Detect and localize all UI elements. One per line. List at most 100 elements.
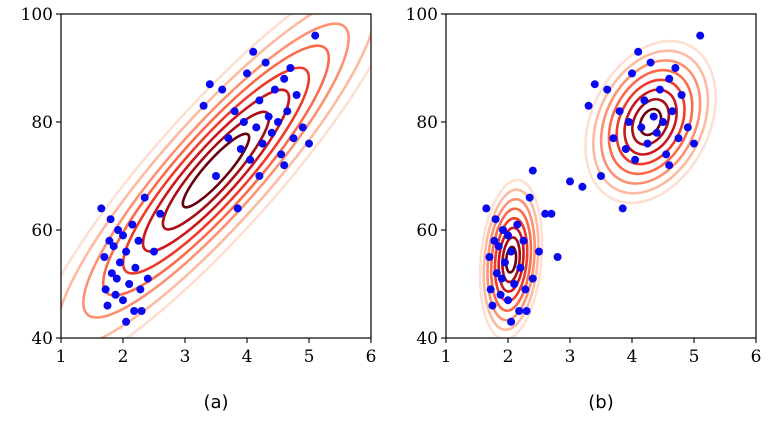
data-point [107, 269, 116, 278]
x-tick-label: 1 [441, 347, 452, 367]
data-point [261, 58, 270, 67]
y-tick-label: 60 [416, 221, 438, 241]
y-tick-label: 100 [21, 5, 53, 25]
data-point [274, 118, 282, 126]
x-tick-label: 6 [366, 347, 377, 367]
data-point [115, 258, 124, 267]
data-point [535, 247, 543, 256]
y-tick-label: 100 [406, 5, 438, 25]
data-point [150, 247, 158, 256]
data-point [111, 290, 120, 299]
data-point [541, 209, 550, 218]
data-point [131, 263, 140, 272]
contour-level-8 [61, 14, 371, 338]
data-point [519, 236, 528, 245]
data-point [205, 80, 214, 89]
data-point [497, 274, 506, 283]
y-tick-label: 80 [31, 113, 53, 133]
data-point [105, 236, 114, 245]
data-point [212, 172, 220, 180]
panel-caption: (a) [203, 392, 228, 413]
data-point [136, 285, 145, 294]
contour-level-5 [607, 68, 694, 176]
contour-level-7 [482, 188, 540, 332]
data-point [277, 150, 286, 159]
data-point [286, 64, 295, 72]
data-point [671, 64, 680, 72]
data-point [101, 285, 110, 294]
data-point [640, 96, 649, 105]
data-point [547, 209, 556, 218]
contour-level-6 [82, 22, 350, 319]
data-point [525, 193, 534, 202]
contour-level-1 [181, 132, 251, 209]
contour-level-7 [592, 49, 710, 195]
data-point [624, 118, 633, 126]
data-point [125, 280, 134, 288]
data-point [140, 193, 149, 202]
data-point [143, 274, 152, 283]
contour-level-3 [623, 88, 678, 156]
plot-area [61, 14, 371, 338]
contour-level-2 [501, 236, 522, 284]
data-point [97, 204, 106, 213]
data-point [496, 290, 505, 299]
data-point [134, 236, 143, 245]
data-point [615, 107, 624, 116]
data-point [239, 118, 248, 126]
data-point [621, 145, 630, 153]
data-point [634, 47, 643, 56]
data-point [255, 96, 264, 105]
data-point [507, 247, 516, 256]
contour-level-2 [631, 98, 671, 146]
axes-frame [60, 13, 372, 339]
data-point [236, 145, 245, 153]
y-tick-label: 60 [31, 221, 53, 241]
data-point [618, 204, 627, 213]
data-point [504, 296, 512, 305]
plot-area [478, 31, 717, 338]
data-point [683, 123, 692, 132]
data-point [100, 253, 109, 261]
data-point [662, 150, 671, 159]
y-tick-label: 80 [416, 113, 438, 133]
data-point [515, 307, 524, 315]
data-point [137, 307, 146, 315]
x-tick-label: 6 [751, 347, 762, 367]
data-point [106, 215, 115, 224]
panel-b: 1 2 3 4 5 6 40 60 80 100 (b) [406, 5, 762, 413]
y-tick-label: 40 [416, 329, 438, 349]
data-point [119, 296, 127, 305]
data-point [659, 118, 667, 126]
data-point [485, 253, 494, 261]
data-point [280, 161, 289, 170]
panel-caption: (b) [588, 392, 613, 413]
data-point [270, 85, 279, 94]
data-point [486, 285, 495, 294]
data-point [500, 258, 509, 267]
x-tick-label: 4 [627, 347, 638, 367]
data-point [597, 172, 605, 180]
data-point [603, 85, 612, 94]
data-point [114, 226, 123, 234]
data-point [218, 85, 227, 94]
panel-a: 1 2 3 4 5 6 40 60 80 100 (a) [21, 5, 377, 413]
data-point [516, 263, 525, 272]
data-point [499, 226, 508, 234]
data-point [674, 134, 683, 143]
data-point [490, 236, 499, 245]
contour-level-1 [638, 107, 663, 137]
x-tick-label: 5 [304, 347, 315, 367]
axes-frame [445, 13, 757, 339]
data-point [696, 31, 705, 40]
data-point [507, 317, 516, 326]
data-point [609, 134, 618, 143]
data-point [156, 209, 165, 218]
data-point [528, 274, 537, 283]
x-tick-label: 1 [56, 347, 67, 367]
data-point [280, 74, 289, 83]
contour-level-8 [584, 39, 717, 205]
data-point [233, 204, 242, 213]
data-point [643, 139, 652, 148]
